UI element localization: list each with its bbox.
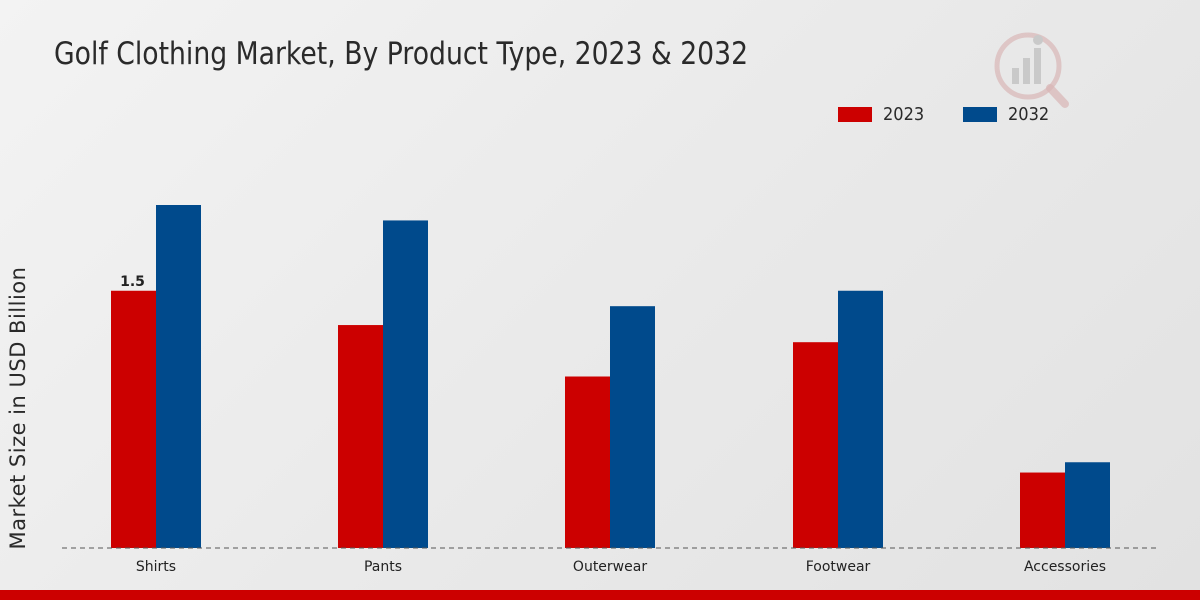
x-tick-label-footwear: Footwear bbox=[806, 559, 871, 575]
footer-bar bbox=[0, 590, 1200, 600]
legend-item-2032: 2032 bbox=[962, 104, 1054, 125]
data-label-shirts-2023: 1.5 bbox=[120, 274, 145, 290]
chart-title: Golf Clothing Market, By Product Type, 2… bbox=[54, 36, 749, 72]
bar-outerwear-2023 bbox=[565, 376, 610, 548]
brand-logo-icon bbox=[994, 32, 1069, 108]
legend-label-2032: 2032 bbox=[1007, 104, 1050, 125]
x-tick-label-accessories: Accessories bbox=[1024, 559, 1106, 575]
bar-pants-2032 bbox=[383, 220, 428, 548]
bar-shirts-2023 bbox=[111, 290, 156, 548]
bar-footwear-2023 bbox=[793, 342, 838, 548]
x-tick-label-outerwear: Outerwear bbox=[573, 559, 647, 575]
bar-outerwear-2032 bbox=[610, 306, 655, 548]
bar-accessories-2023 bbox=[1020, 472, 1065, 548]
legend-swatch-2023 bbox=[838, 107, 872, 122]
bar-footwear-2032 bbox=[838, 290, 883, 548]
x-tick-label-pants: Pants bbox=[364, 559, 402, 575]
legend-swatch-2032 bbox=[962, 107, 997, 122]
bar-accessories-2032 bbox=[1065, 462, 1110, 548]
bar-shirts-2032 bbox=[156, 205, 201, 548]
legend-label-2023: 2023 bbox=[883, 104, 925, 125]
legend: 2023 2032 bbox=[838, 104, 1088, 125]
bar-pants-2023 bbox=[338, 325, 383, 548]
legend-item-2023: 2023 bbox=[838, 104, 929, 125]
x-tick-label-shirts: Shirts bbox=[136, 559, 176, 575]
